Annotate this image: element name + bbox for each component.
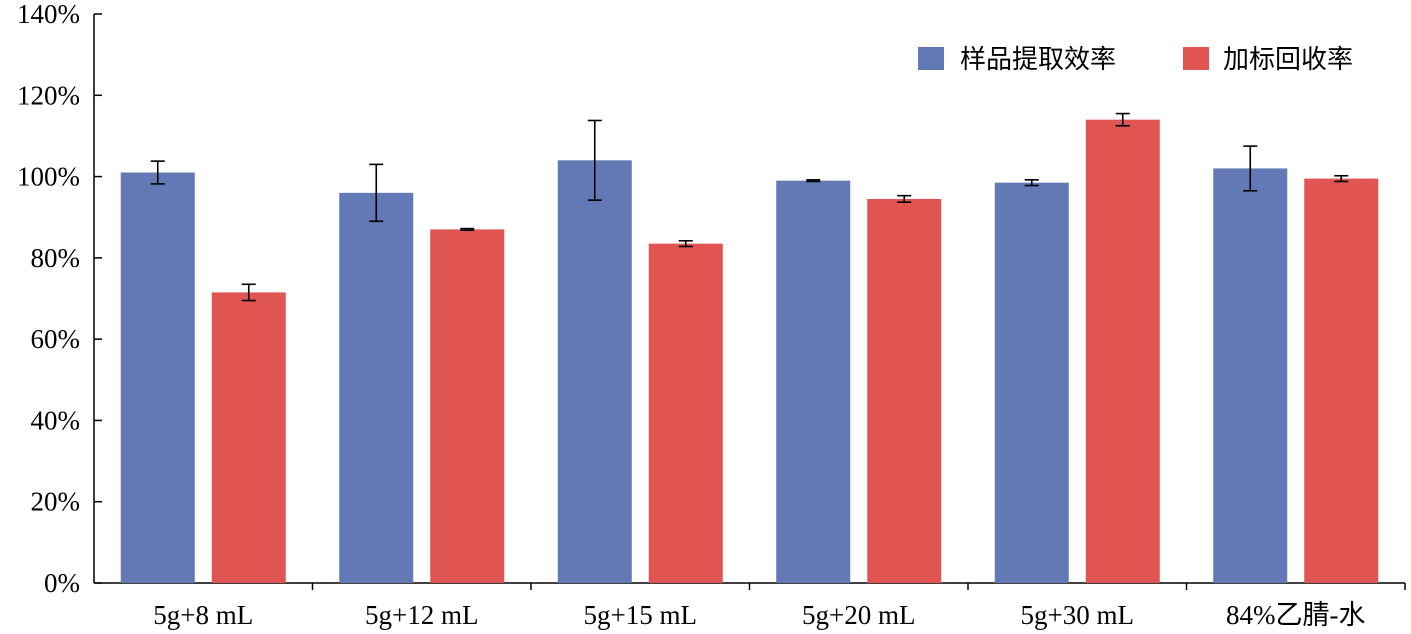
legend-swatch (1183, 47, 1209, 70)
y-tick-label: 20% (31, 487, 81, 517)
y-axis: 0% 20% 40% 60% 80% 100% 120% 140% (17, 0, 102, 598)
bar-recovery (430, 229, 505, 583)
x-tick-label: 5g+30 mL (1021, 600, 1134, 630)
x-tick-label: 84%乙腈-水 (1226, 600, 1365, 630)
y-tick-label: 60% (31, 324, 81, 354)
legend-label: 加标回收率 (1223, 45, 1353, 75)
bar-recovery (867, 198, 942, 584)
y-tick-label: 80% (31, 243, 81, 273)
y-tick-label: 140% (17, 0, 80, 29)
bar-recovery (1304, 178, 1379, 583)
legend: 样品提取效率 加标回收率 (918, 45, 1353, 75)
bar-extraction (776, 180, 851, 583)
x-axis: 5g+8 mL 5g+12 mL 5g+15 mL 5g+20 mL 5g+30 mL 8… (94, 582, 1406, 630)
bar-extraction (339, 192, 414, 584)
legend-label: 样品提取效率 (960, 45, 1116, 75)
y-tick-label: 40% (31, 405, 81, 435)
bar-recovery (211, 292, 286, 583)
y-tick-label: 100% (17, 162, 80, 192)
bar-extraction (1213, 168, 1288, 583)
legend-swatch (918, 47, 944, 70)
bar-extraction (557, 160, 632, 584)
y-tick-label: 0% (44, 568, 80, 598)
bar-extraction (994, 182, 1069, 584)
x-tick-label: 5g+8 mL (153, 600, 253, 630)
bar-recovery (1085, 119, 1160, 584)
x-tick-label: 5g+12 mL (365, 600, 478, 630)
y-tick-label: 120% (17, 80, 80, 110)
error-bars-group (150, 112, 1349, 302)
x-tick-label: 5g+15 mL (584, 600, 697, 630)
x-tick-label: 5g+20 mL (802, 600, 915, 630)
bars-group (120, 119, 1379, 584)
bar-recovery (648, 243, 723, 583)
bar-extraction (120, 172, 195, 583)
